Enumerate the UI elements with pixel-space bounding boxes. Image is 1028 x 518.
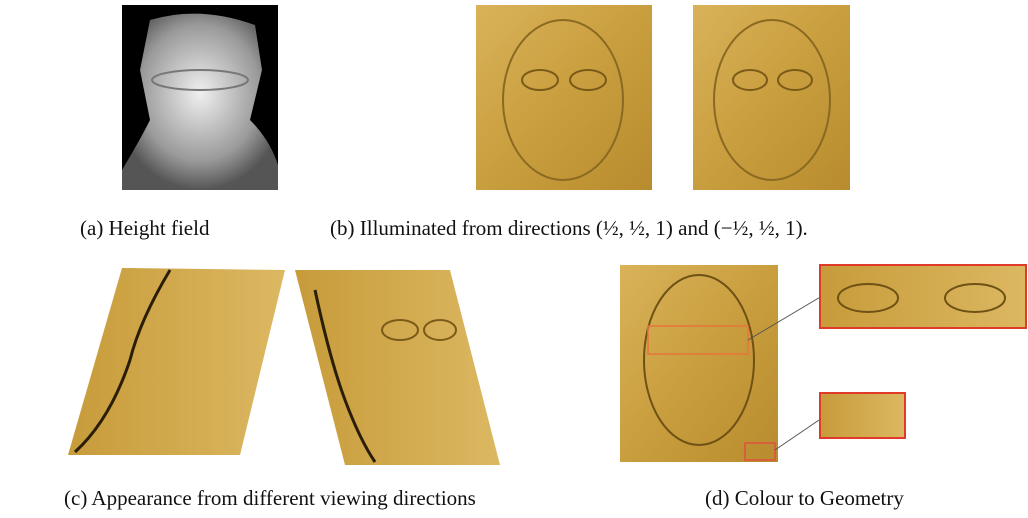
caption: (a) Height field xyxy=(80,216,210,240)
view-image-1 xyxy=(68,268,285,455)
height-field-image xyxy=(122,5,278,190)
caption: (c) Appearance from different viewing di… xyxy=(64,486,476,510)
caption: (b) Illuminated from directions (½, ½, 1… xyxy=(330,216,808,240)
figure: (a) Height field (b) Illuminated from di… xyxy=(0,0,1028,513)
geometry-image xyxy=(620,265,1026,462)
illuminated-image-1 xyxy=(476,5,652,190)
view-image-2 xyxy=(295,270,500,465)
illuminated-image-2 xyxy=(693,5,850,190)
caption: (d) Colour to Geometry xyxy=(705,486,904,510)
